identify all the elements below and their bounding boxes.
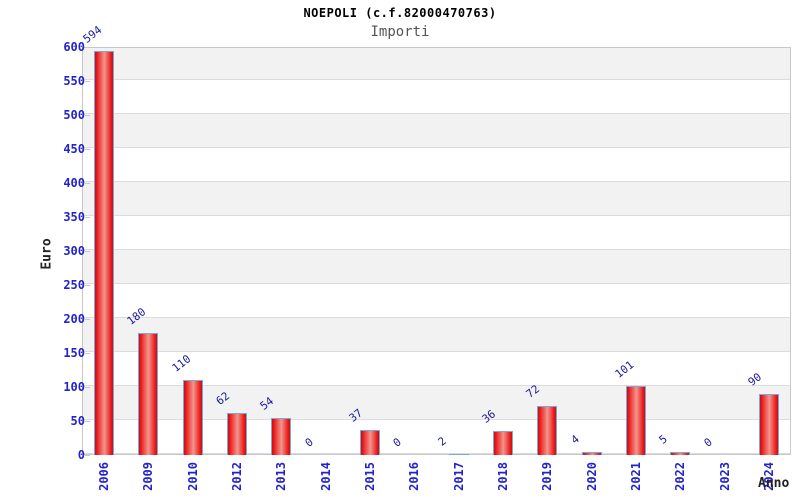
x-tick-label: 2016 bbox=[407, 462, 422, 491]
bar bbox=[492, 430, 513, 455]
bar-value-label: 0 bbox=[390, 435, 405, 450]
bar-column: 90 2024 bbox=[745, 47, 791, 491]
bar-column: 110 2010 bbox=[169, 47, 215, 491]
y-tick-label: 250 bbox=[63, 278, 85, 292]
y-tick-mark bbox=[85, 47, 90, 48]
bar-value-label: 62 bbox=[213, 389, 233, 408]
bar bbox=[758, 393, 779, 455]
chart-subtitle: Importi bbox=[370, 24, 430, 40]
bar-value-label: 110 bbox=[169, 352, 194, 375]
x-tick-label: 2018 bbox=[495, 462, 510, 491]
y-tick-mark bbox=[85, 285, 90, 286]
y-tick-label: 150 bbox=[63, 346, 85, 360]
x-tick-label: 2022 bbox=[673, 462, 688, 491]
bar-value-label: 180 bbox=[125, 304, 149, 328]
x-tick-label: 2013 bbox=[274, 462, 289, 491]
y-tick-label: 350 bbox=[63, 210, 85, 224]
bar-column: 594 2006 bbox=[81, 23, 126, 491]
bar-value-label: 101 bbox=[612, 358, 637, 382]
bar-column: 0 2016 bbox=[390, 47, 436, 490]
bar-value-label: 90 bbox=[745, 370, 764, 389]
x-axis-title: Anno bbox=[758, 476, 790, 491]
y-tick-mark bbox=[85, 353, 90, 354]
bar bbox=[94, 51, 115, 455]
y-tick-mark bbox=[85, 387, 90, 388]
bar bbox=[138, 332, 159, 455]
y-tick-label: 0 bbox=[77, 448, 85, 462]
bars-container: 594 2006 180 2009 110 2010 62 2012 54 2013 0 2014 37… bbox=[81, 23, 791, 491]
bar-value-label: 36 bbox=[479, 406, 499, 426]
bar-column: 54 2013 bbox=[258, 47, 303, 491]
y-tick-label: 50 bbox=[70, 414, 85, 428]
bar-value-label: 72 bbox=[523, 382, 543, 401]
chart-title: NOEPOLI (c.f.82000470763) bbox=[303, 6, 497, 20]
x-tick-label: 2009 bbox=[141, 462, 156, 491]
x-tick-label: 2023 bbox=[717, 462, 732, 491]
bar-column: 0 2014 bbox=[302, 47, 348, 490]
y-tick-mark bbox=[85, 251, 90, 252]
bar bbox=[271, 418, 292, 455]
x-tick-label: 2021 bbox=[628, 462, 643, 491]
bar bbox=[625, 386, 646, 455]
bar bbox=[182, 380, 203, 455]
bar-value-label: 0 bbox=[302, 435, 316, 450]
y-tick-mark bbox=[85, 217, 90, 218]
bar-value-label: 54 bbox=[258, 394, 277, 414]
bar-column: 4 2020 bbox=[568, 47, 613, 491]
y-tick-mark bbox=[85, 319, 90, 320]
bar-value-label: 2 bbox=[435, 434, 449, 449]
y-tick-label: 450 bbox=[63, 142, 85, 156]
bar bbox=[581, 452, 602, 455]
bar-value-label: 5 bbox=[656, 432, 671, 447]
bar-column: 37 2015 bbox=[346, 47, 392, 491]
y-tick-label: 550 bbox=[63, 74, 85, 88]
bar bbox=[360, 429, 381, 455]
bar-column: 62 2012 bbox=[213, 47, 259, 491]
x-tick-label: 2020 bbox=[584, 462, 599, 491]
x-tick-label: 2015 bbox=[363, 462, 378, 491]
bar-column: 180 2009 bbox=[125, 47, 170, 491]
x-tick-label: 2019 bbox=[540, 462, 555, 491]
bar-value-label: 0 bbox=[701, 435, 715, 450]
y-tick-label: 300 bbox=[63, 244, 85, 258]
y-tick-label: 200 bbox=[63, 312, 85, 326]
bar bbox=[227, 412, 248, 455]
x-tick-label: 2012 bbox=[230, 462, 245, 491]
bar-column: 5 2022 bbox=[656, 47, 702, 491]
y-tick-mark bbox=[85, 149, 90, 150]
y-tick-mark bbox=[85, 421, 90, 422]
y-tick-mark bbox=[85, 455, 90, 456]
bar bbox=[448, 453, 469, 455]
y-tick-label: 600 bbox=[63, 40, 85, 54]
x-tick-label: 2006 bbox=[97, 462, 112, 491]
y-tick-label: 100 bbox=[63, 380, 85, 394]
y-tick-mark bbox=[85, 115, 90, 116]
y-tick-mark bbox=[85, 183, 90, 184]
bar bbox=[537, 406, 558, 455]
y-tick-mark bbox=[85, 81, 90, 82]
bar-value-label: 4 bbox=[568, 432, 582, 448]
y-tick-label: 500 bbox=[63, 108, 85, 122]
bar bbox=[670, 451, 691, 455]
y-tick-label: 400 bbox=[63, 176, 85, 190]
bar-column: 36 2018 bbox=[479, 47, 525, 491]
bar-column: 72 2019 bbox=[523, 47, 569, 491]
bar-column: 0 2023 bbox=[701, 47, 746, 490]
x-tick-label: 2014 bbox=[318, 462, 333, 491]
bar-column: 2 2017 bbox=[435, 47, 481, 491]
bar-value-label: 37 bbox=[346, 406, 366, 425]
x-tick-label: 2017 bbox=[451, 462, 466, 491]
bar-column: 101 2021 bbox=[612, 47, 658, 491]
x-tick-label: 2010 bbox=[185, 462, 200, 491]
